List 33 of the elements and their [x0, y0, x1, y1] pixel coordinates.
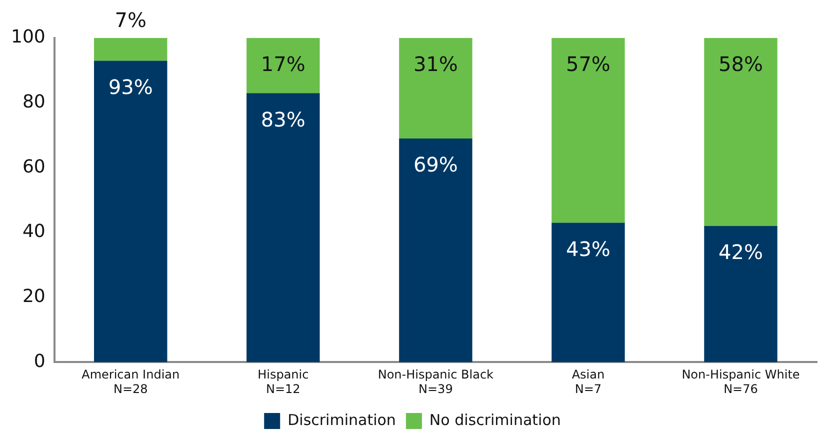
- y-tick-label: 20: [22, 286, 46, 308]
- bar: [399, 38, 472, 138]
- y-tick-label: 80: [22, 92, 46, 113]
- data-label: 58%: [718, 52, 763, 76]
- bar: [246, 38, 320, 94]
- data-label: 7%: [114, 8, 146, 32]
- legend-label: Discrimination: [288, 410, 396, 429]
- data-label: 42%: [718, 240, 763, 264]
- data-label: 31%: [413, 52, 458, 76]
- data-label: 17%: [260, 52, 306, 76]
- bar: [94, 60, 168, 362]
- bar: [704, 226, 778, 362]
- x-tick-label: Non-Hispanic Black N=39: [378, 368, 494, 396]
- bar: [552, 38, 625, 223]
- y-tick-label: 60: [22, 156, 46, 178]
- y-tick-label: 40: [22, 221, 46, 242]
- data-label: 93%: [108, 74, 153, 99]
- x-tick-label: Non-Hispanic White N=76: [682, 368, 800, 396]
- data-label: 43%: [566, 236, 610, 261]
- bar: [94, 38, 168, 61]
- data-label: 57%: [566, 52, 610, 76]
- bar: [399, 138, 472, 362]
- data-label: 83%: [260, 107, 306, 132]
- bar: [246, 93, 320, 362]
- bar: [552, 222, 625, 362]
- x-tick-label: Asian N=7: [572, 368, 605, 396]
- x-tick-label: American Indian N=28: [82, 368, 180, 396]
- y-tick-label: 100: [10, 26, 46, 48]
- bar: [704, 38, 778, 226]
- legend-label: No discrimination: [429, 410, 561, 429]
- x-tick-label: Hispanic N=12: [258, 368, 309, 396]
- data-label: 69%: [413, 152, 458, 177]
- y-tick-label: 0: [34, 350, 46, 372]
